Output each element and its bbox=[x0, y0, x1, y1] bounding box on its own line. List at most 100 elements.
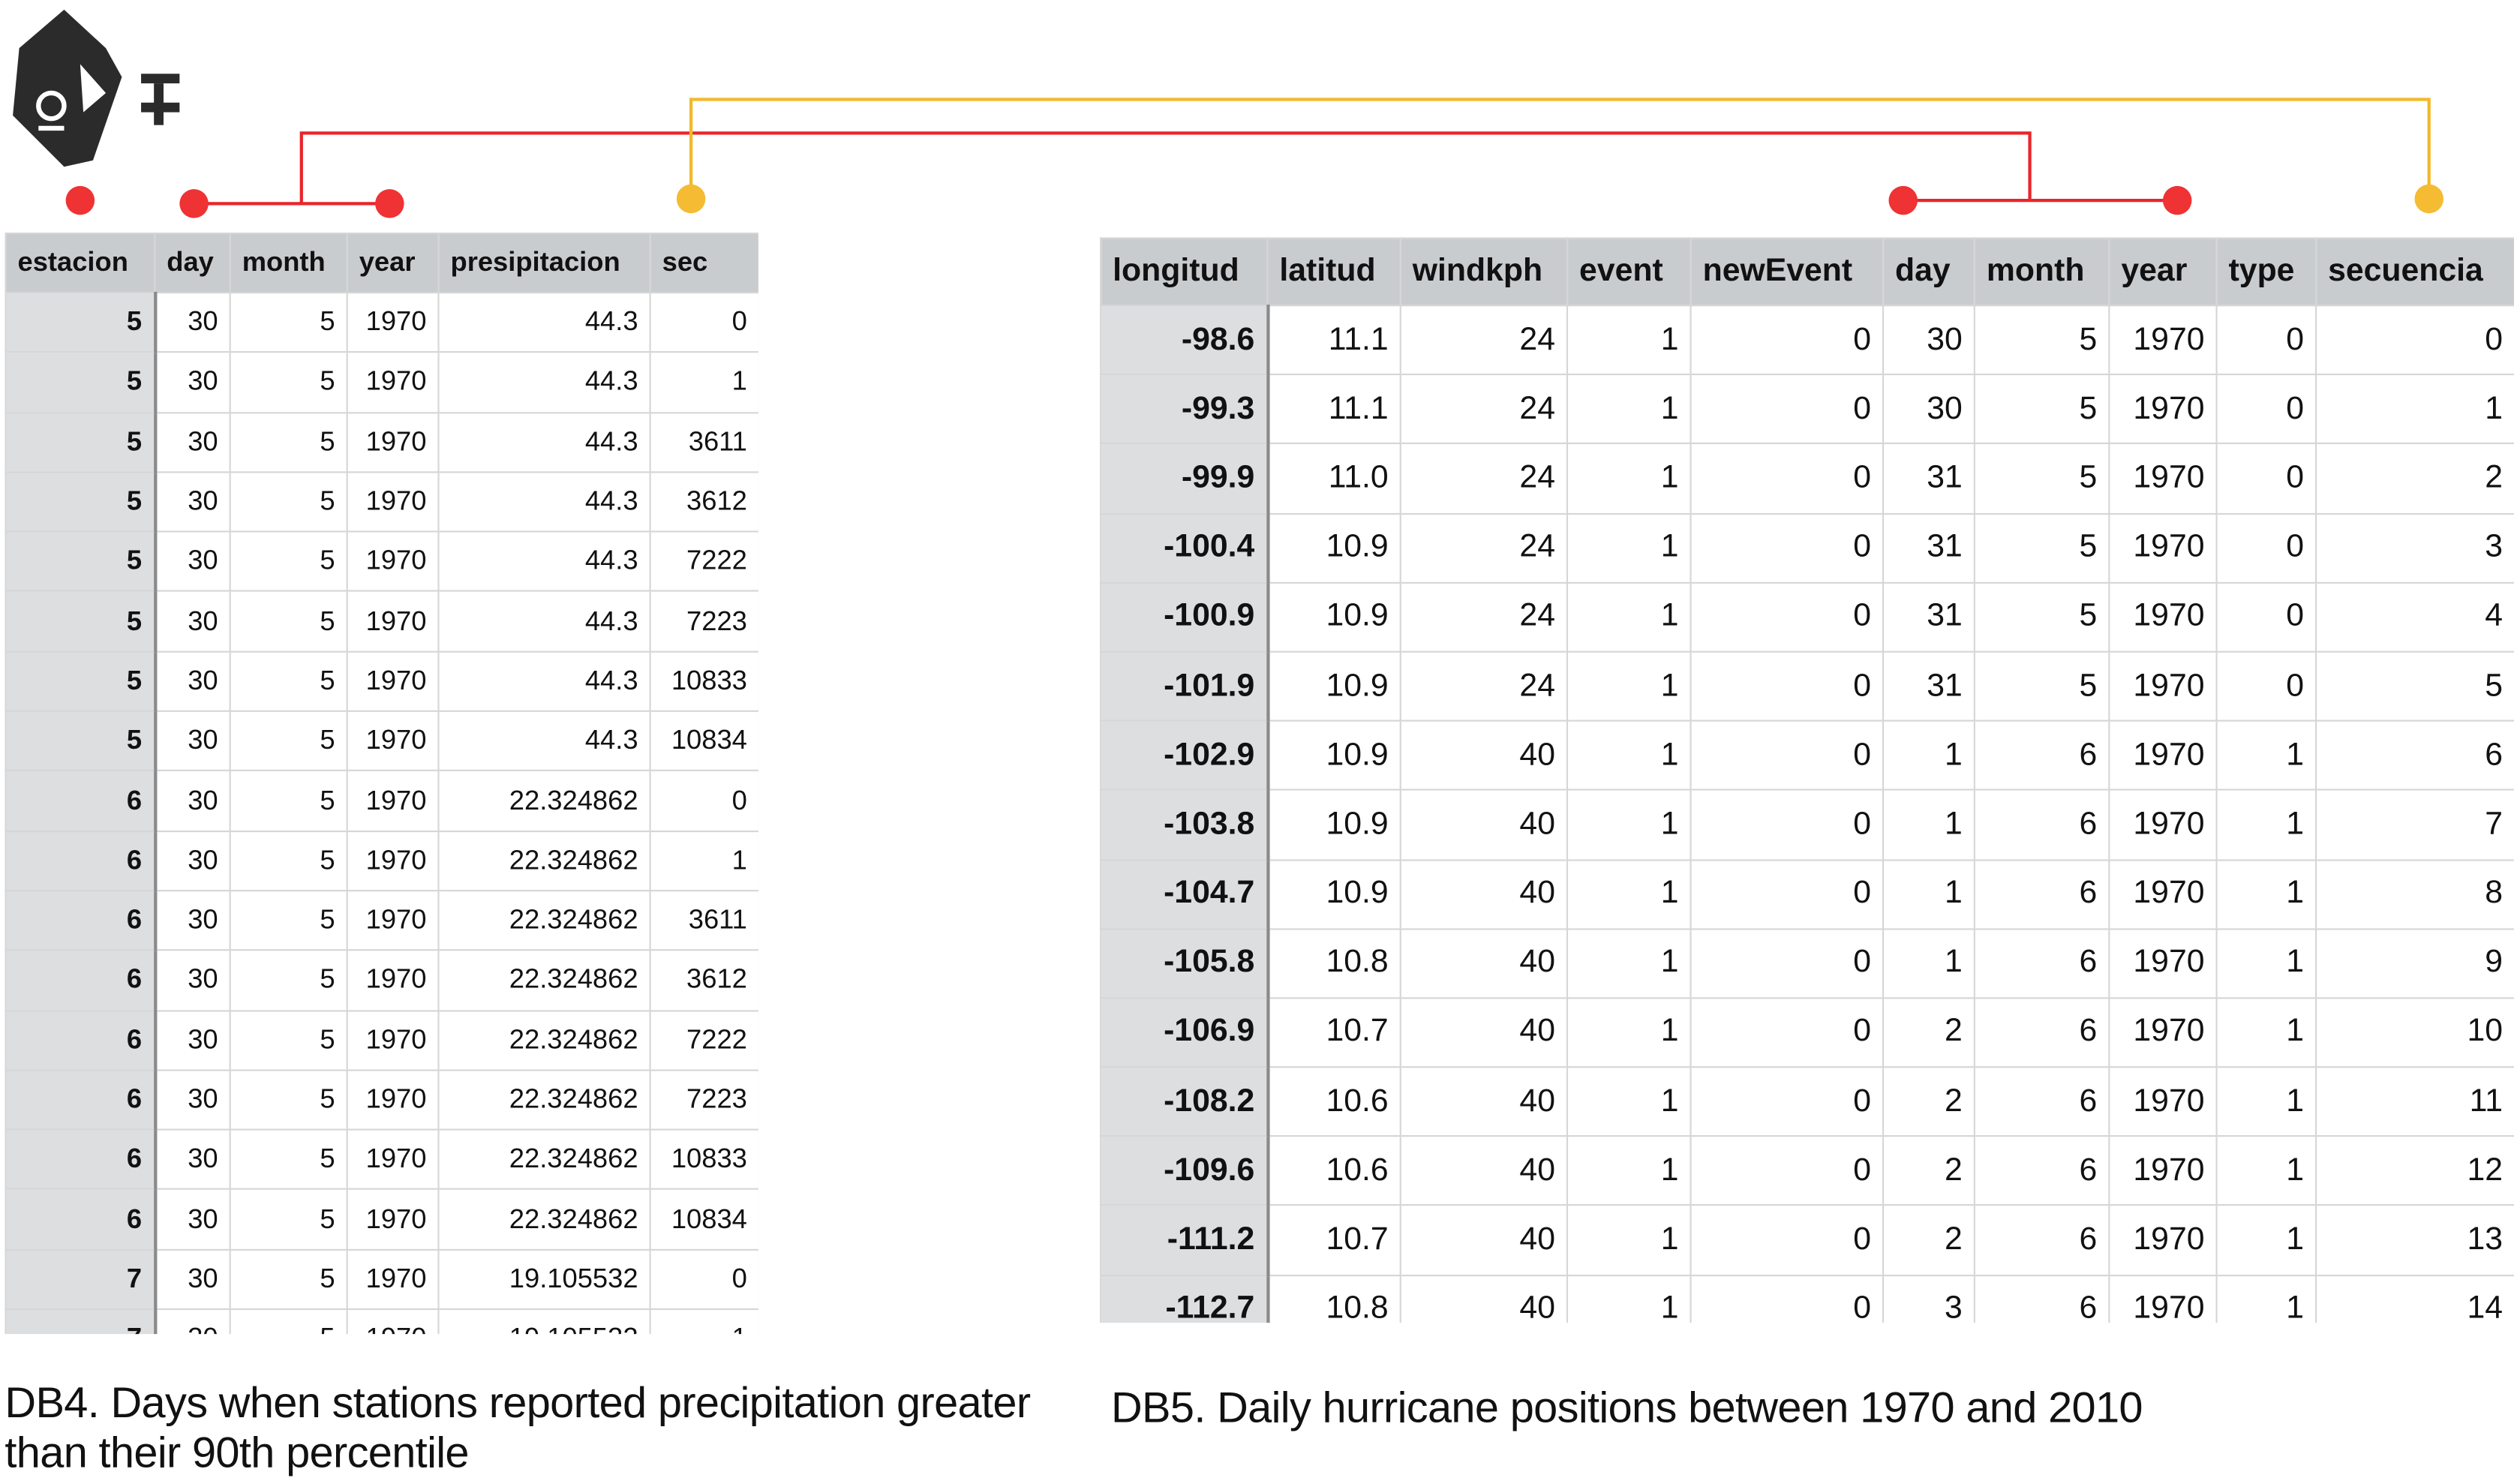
cell: 22.324862 bbox=[437, 1009, 651, 1071]
db5-table: longitud latitud windkph event newEvent day mo… bbox=[1100, 237, 2514, 1323]
cell: 1970 bbox=[346, 890, 440, 951]
key-cell: 6 bbox=[5, 890, 157, 951]
cell: 0 bbox=[1690, 1274, 1885, 1323]
row: -100.9 10.9 24 1 0 31 5 1970 0 4 bbox=[1100, 581, 2514, 653]
cell: 40 bbox=[1399, 927, 1569, 999]
cell: 0 bbox=[649, 1248, 758, 1311]
row: -99.3 11.1 24 1 0 30 5 1970 0 1 bbox=[1100, 374, 2514, 445]
column-header: type bbox=[2215, 237, 2317, 307]
cell: 10.7 bbox=[1266, 1204, 1401, 1276]
cell: 1 bbox=[1882, 719, 1975, 792]
column-header: presipitacion bbox=[437, 232, 651, 294]
column-header: latitud bbox=[1266, 237, 1401, 307]
cell: 24 bbox=[1399, 443, 1569, 515]
cell: 3611 bbox=[649, 890, 758, 951]
cell: 30 bbox=[154, 291, 231, 353]
key-cell: 5 bbox=[5, 530, 157, 593]
cell: 1 bbox=[1566, 858, 1692, 930]
cell: 44.3 bbox=[437, 530, 651, 593]
cell: 30 bbox=[154, 530, 231, 593]
cell: 10.9 bbox=[1266, 858, 1401, 930]
cell: 1 bbox=[1566, 305, 1692, 376]
key-cell: 5 bbox=[5, 590, 157, 653]
cell: 1970 bbox=[2108, 1274, 2218, 1323]
cell: 6 bbox=[1973, 1066, 2110, 1137]
key-cell: -106.9 bbox=[1100, 997, 1269, 1068]
cell: 6 bbox=[1973, 927, 2110, 999]
cell: 0 bbox=[2314, 305, 2514, 376]
cell: 30 bbox=[1882, 374, 1975, 445]
cell: 0 bbox=[649, 291, 758, 353]
cell: 0 bbox=[2215, 443, 2317, 515]
row: -100.4 10.9 24 1 0 31 5 1970 0 3 bbox=[1100, 512, 2514, 584]
row: -109.6 10.6 40 1 0 2 6 1970 1 12 bbox=[1100, 1135, 2514, 1207]
logo bbox=[13, 9, 180, 167]
link-lines bbox=[194, 98, 2431, 206]
cell: 1970 bbox=[346, 949, 440, 1011]
cell: 44.3 bbox=[437, 650, 651, 713]
cell: 40 bbox=[1399, 1066, 1569, 1137]
cell: 1 bbox=[1882, 858, 1975, 930]
link-dots bbox=[65, 184, 2443, 218]
key-cell: 5 bbox=[5, 650, 157, 713]
column-header: month bbox=[1973, 237, 2110, 307]
cell: 1 bbox=[1566, 719, 1692, 792]
cell: 5 bbox=[1973, 581, 2110, 653]
cell: 5 bbox=[229, 1069, 348, 1131]
cell: 1970 bbox=[2108, 1066, 2218, 1137]
cell: 1 bbox=[1882, 927, 1975, 999]
cell: 10.7 bbox=[1266, 997, 1401, 1068]
cell: 10.6 bbox=[1266, 1135, 1401, 1207]
cell: 44.3 bbox=[437, 291, 651, 353]
cell: 5 bbox=[229, 830, 348, 892]
cell: 0 bbox=[649, 770, 758, 832]
cell: 0 bbox=[1690, 581, 1885, 653]
cell: 1 bbox=[1566, 927, 1692, 999]
cell: 1970 bbox=[2108, 581, 2218, 653]
cell: 6 bbox=[1973, 789, 2110, 861]
cell: 1 bbox=[2215, 1204, 2317, 1276]
cell: 1970 bbox=[2108, 858, 2218, 930]
key-cell: 5 bbox=[5, 411, 157, 473]
row: 6 30 5 1970 22.324862 7223 bbox=[5, 1069, 758, 1131]
key-cell: 7 bbox=[5, 1308, 157, 1335]
row: 5 30 5 1970 44.3 10834 bbox=[5, 710, 758, 772]
cell: 30 bbox=[154, 710, 231, 772]
key-cell: 7 bbox=[5, 1248, 157, 1311]
cell: 24 bbox=[1399, 581, 1569, 653]
cell: 3 bbox=[1882, 1274, 1975, 1323]
cell: 1970 bbox=[2108, 374, 2218, 445]
cell: 0 bbox=[1690, 443, 1885, 515]
key-cell: 6 bbox=[5, 770, 157, 832]
cell: 40 bbox=[1399, 997, 1569, 1068]
cell: 22.324862 bbox=[437, 1188, 651, 1251]
cell: 5 bbox=[229, 291, 348, 353]
cell: 1 bbox=[2314, 374, 2514, 445]
cell: 5 bbox=[229, 471, 348, 533]
row: -101.9 10.9 24 1 0 31 5 1970 0 5 bbox=[1100, 650, 2514, 722]
key-cell: -101.9 bbox=[1100, 650, 1269, 722]
cell: 3 bbox=[2314, 512, 2514, 584]
cell: 10.9 bbox=[1266, 512, 1401, 584]
cell: 31 bbox=[1882, 443, 1975, 515]
row: 6 30 5 1970 22.324862 3611 bbox=[5, 890, 758, 951]
cell: 1 bbox=[2215, 789, 2317, 861]
cell: 5 bbox=[229, 1009, 348, 1071]
row: -112.7 10.8 40 1 0 3 6 1970 1 14 bbox=[1100, 1274, 2514, 1323]
key-cell: -99.3 bbox=[1100, 374, 1269, 445]
cell: 6 bbox=[1973, 1135, 2110, 1207]
cell: 1970 bbox=[346, 351, 440, 413]
cell: 44.3 bbox=[437, 590, 651, 653]
key-cell: -108.2 bbox=[1100, 1066, 1269, 1137]
cell: 1970 bbox=[346, 710, 440, 772]
cell: 6 bbox=[1973, 719, 2110, 792]
cell: 19.105532 bbox=[437, 1248, 651, 1311]
cell: 5 bbox=[229, 1188, 348, 1251]
column-header: longitud bbox=[1100, 237, 1269, 307]
cell: 1 bbox=[649, 1308, 758, 1335]
cell: 31 bbox=[1882, 650, 1975, 722]
key-cell: -98.6 bbox=[1100, 305, 1269, 376]
cell: 10.9 bbox=[1266, 581, 1401, 653]
cell: 0 bbox=[1690, 719, 1885, 792]
